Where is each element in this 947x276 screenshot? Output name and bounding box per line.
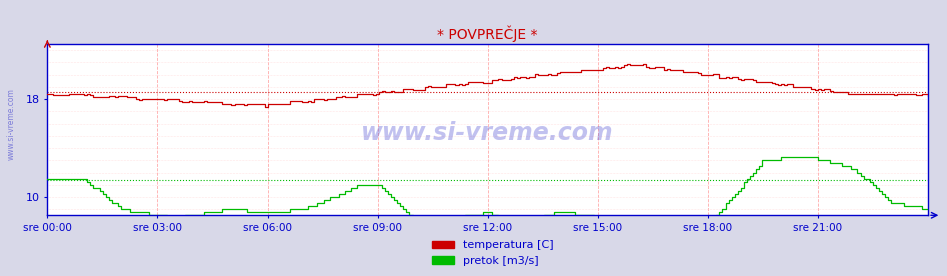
- Legend: temperatura [C], pretok [m3/s]: temperatura [C], pretok [m3/s]: [427, 236, 558, 270]
- Text: www.si-vreme.com: www.si-vreme.com: [7, 88, 16, 160]
- Text: www.si-vreme.com: www.si-vreme.com: [362, 121, 614, 145]
- Title: * POVPREČJE *: * POVPREČJE *: [438, 25, 538, 42]
